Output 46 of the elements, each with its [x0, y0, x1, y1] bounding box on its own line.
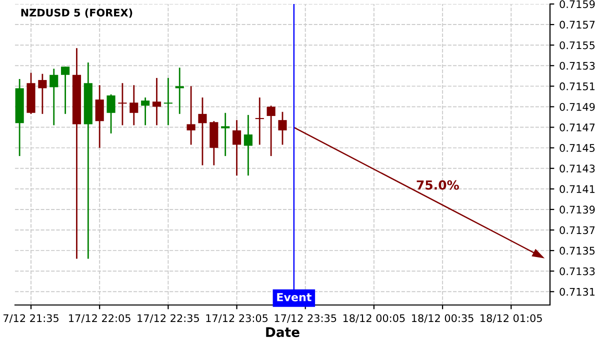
- candlestick: [61, 66, 70, 115]
- chart-title: NZDUSD 5 (FOREX): [21, 8, 132, 18]
- candlestick: [118, 82, 127, 126]
- y-tick-label: 0.7135: [560, 246, 595, 255]
- y-tick-label: 0.7147: [560, 124, 595, 132]
- annotation: 75.0%: [416, 180, 459, 190]
- y-tick-label: 0.7137: [560, 226, 595, 234]
- candlestick: [50, 68, 58, 126]
- y-tick-label: 0.7157: [560, 20, 595, 29]
- y-tick-label: 0.7139: [560, 206, 595, 214]
- candlestick: [175, 67, 184, 115]
- candlestick: [106, 94, 116, 134]
- x-tick-label: 17/12 22:05: [69, 314, 130, 323]
- candlestick: [232, 119, 242, 176]
- candlestick: [221, 112, 230, 157]
- candlestick: [95, 84, 104, 149]
- x-tick-label: 17/12 22:35: [138, 314, 199, 323]
- x-tick-label: 18/12 00:35: [412, 314, 474, 323]
- x-axis-title: Date: [266, 327, 300, 338]
- candlestick: [255, 96, 264, 146]
- candlestick: [152, 77, 162, 126]
- candlestick: [38, 73, 47, 115]
- candlestick: [244, 114, 252, 176]
- ref-line-label: Event: [277, 293, 312, 302]
- candlestick: [141, 96, 150, 126]
- candlestick: [198, 96, 207, 166]
- y-tick-label: 0.7141: [560, 185, 595, 194]
- y-tick-label: 0.7143: [560, 164, 595, 172]
- y-tick-label: 0.7133: [560, 267, 595, 276]
- x-tick-label: 18/12 00:05: [343, 314, 405, 323]
- y-tick-label: 0.7159: [560, 0, 595, 8]
- candlestick: [278, 111, 287, 146]
- candlestick: [186, 85, 196, 146]
- y-tick-label: 0.7145: [560, 144, 595, 152]
- y-tick-label: 0.7131: [560, 288, 595, 296]
- x-tick-label: 17/12 23:35: [274, 314, 336, 323]
- y-tick-label: 0.7153: [560, 62, 595, 70]
- candlestick: [130, 84, 138, 126]
- x-tick-label: 7/12 21:35: [4, 314, 58, 323]
- y-tick-label: 0.7151: [560, 82, 595, 90]
- y-tick-label: 0.7155: [560, 41, 595, 50]
- x-tick-label: 18/12 01:05: [480, 314, 542, 323]
- x-tick-label: 17/12 23:05: [206, 314, 268, 323]
- y-tick-label: 0.7149: [560, 102, 595, 111]
- candlestick: [164, 77, 172, 126]
- candlestick: [266, 105, 276, 157]
